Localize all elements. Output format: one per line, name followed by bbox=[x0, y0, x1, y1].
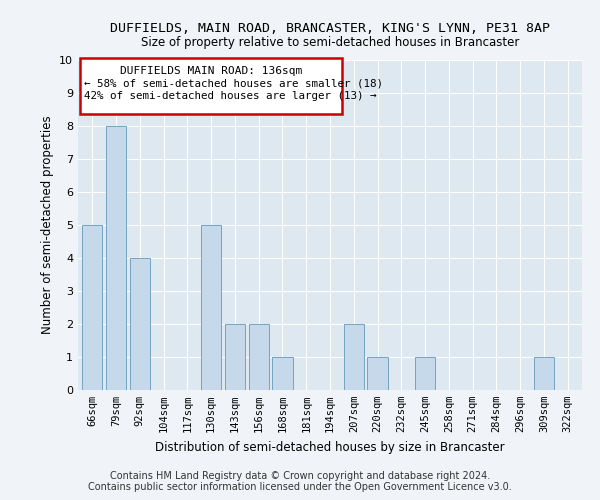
Bar bbox=[82, 225, 103, 390]
Bar bbox=[106, 126, 126, 390]
Bar bbox=[201, 225, 221, 390]
Text: 42% of semi-detached houses are larger (13) →: 42% of semi-detached houses are larger (… bbox=[84, 92, 376, 102]
Text: Size of property relative to semi-detached houses in Brancaster: Size of property relative to semi-detach… bbox=[141, 36, 519, 49]
Bar bbox=[344, 324, 364, 390]
Text: Contains public sector information licensed under the Open Government Licence v3: Contains public sector information licen… bbox=[88, 482, 512, 492]
Bar bbox=[534, 357, 554, 390]
X-axis label: Distribution of semi-detached houses by size in Brancaster: Distribution of semi-detached houses by … bbox=[155, 440, 505, 454]
Text: DUFFIELDS, MAIN ROAD, BRANCASTER, KING'S LYNN, PE31 8AP: DUFFIELDS, MAIN ROAD, BRANCASTER, KING'S… bbox=[110, 22, 550, 36]
Bar bbox=[272, 357, 293, 390]
FancyBboxPatch shape bbox=[80, 58, 342, 114]
Bar bbox=[415, 357, 435, 390]
Text: ← 58% of semi-detached houses are smaller (18): ← 58% of semi-detached houses are smalle… bbox=[84, 78, 383, 88]
Text: DUFFIELDS MAIN ROAD: 136sqm: DUFFIELDS MAIN ROAD: 136sqm bbox=[120, 66, 302, 76]
Bar bbox=[130, 258, 150, 390]
Bar bbox=[248, 324, 269, 390]
Text: Contains HM Land Registry data © Crown copyright and database right 2024.: Contains HM Land Registry data © Crown c… bbox=[110, 471, 490, 481]
Y-axis label: Number of semi-detached properties: Number of semi-detached properties bbox=[41, 116, 53, 334]
Bar bbox=[367, 357, 388, 390]
Bar bbox=[225, 324, 245, 390]
